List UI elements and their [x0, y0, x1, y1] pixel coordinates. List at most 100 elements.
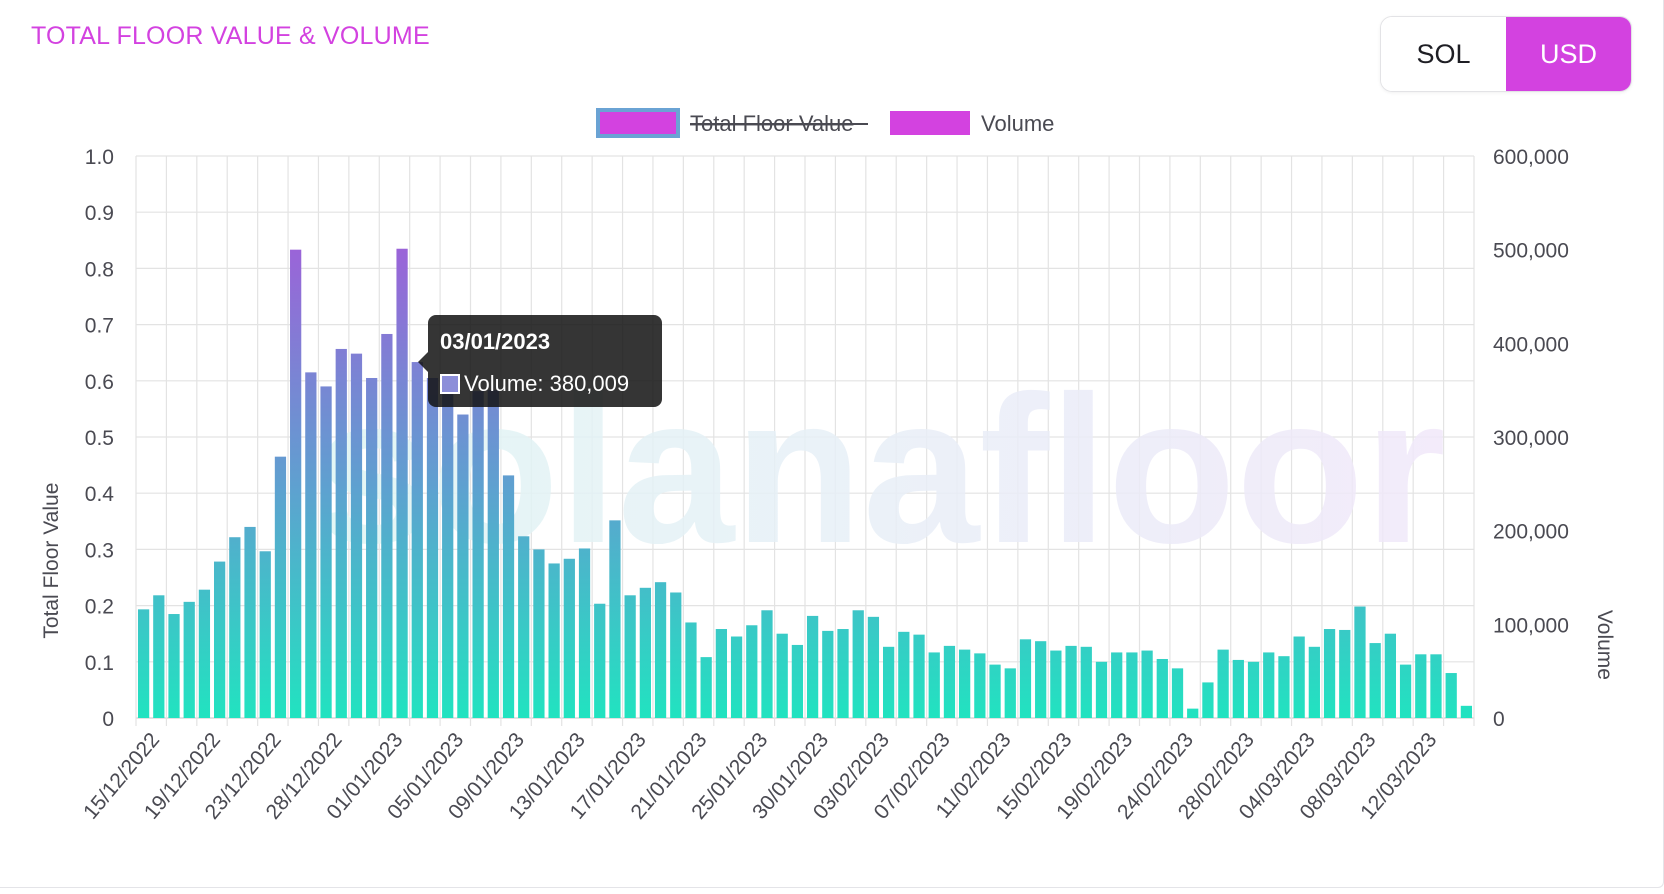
- volume-bar[interactable]: [442, 374, 454, 718]
- volume-bar[interactable]: [1369, 643, 1381, 718]
- volume-bar[interactable]: [928, 652, 940, 718]
- volume-bar[interactable]: [1217, 649, 1229, 718]
- volume-bar[interactable]: [168, 614, 180, 718]
- volume-bar[interactable]: [1263, 652, 1275, 718]
- volume-bar[interactable]: [335, 348, 347, 718]
- y-right-tick-label: 200,000: [1493, 521, 1569, 544]
- volume-bar[interactable]: [806, 615, 819, 718]
- volume-bar[interactable]: [1171, 668, 1184, 718]
- volume-bar[interactable]: [518, 536, 530, 718]
- volume-bar[interactable]: [1187, 708, 1199, 718]
- volume-bar[interactable]: [1004, 668, 1016, 718]
- volume-bar[interactable]: [350, 353, 363, 718]
- volume-bar[interactable]: [1247, 661, 1260, 718]
- volume-bar[interactable]: [1430, 654, 1442, 718]
- volume-bar[interactable]: [1460, 705, 1473, 718]
- volume-bar[interactable]: [563, 558, 575, 718]
- volume-bar[interactable]: [396, 248, 408, 719]
- y-left-axis-title: Total Floor Value: [40, 483, 63, 639]
- volume-bar[interactable]: [730, 636, 743, 718]
- volume-bar[interactable]: [1445, 673, 1457, 718]
- volume-bar[interactable]: [533, 549, 545, 718]
- volume-bar[interactable]: [290, 249, 302, 719]
- volume-bar[interactable]: [229, 537, 241, 718]
- volume-bar[interactable]: [639, 587, 651, 718]
- volume-bar[interactable]: [700, 657, 712, 718]
- volume-bar[interactable]: [1050, 650, 1062, 718]
- volume-bar[interactable]: [1415, 654, 1427, 718]
- currency-toggle[interactable]: SOL USD: [1380, 16, 1632, 92]
- legend-label-volume[interactable]: Volume: [981, 111, 1054, 136]
- volume-bar[interactable]: [1323, 629, 1336, 718]
- usd-toggle-button[interactable]: USD: [1506, 17, 1631, 91]
- legend-swatch-volume[interactable]: [890, 111, 970, 135]
- volume-bar[interactable]: [1308, 646, 1320, 718]
- volume-bar[interactable]: [548, 563, 560, 718]
- volume-bar[interactable]: [1278, 656, 1290, 718]
- volume-bar[interactable]: [791, 644, 804, 718]
- y-left-tick-label: 0.6: [85, 371, 114, 394]
- volume-bar[interactable]: [1384, 633, 1396, 718]
- volume-bar[interactable]: [654, 582, 667, 718]
- volume-bar[interactable]: [867, 616, 880, 718]
- volume-bar[interactable]: [137, 609, 150, 718]
- y-right-tick-label: 0: [1493, 708, 1505, 731]
- volume-bar[interactable]: [198, 589, 211, 718]
- volume-bar[interactable]: [411, 362, 423, 718]
- volume-bar[interactable]: [594, 603, 606, 718]
- volume-bar[interactable]: [381, 333, 393, 718]
- volume-bar[interactable]: [1035, 641, 1047, 718]
- volume-bar[interactable]: [1293, 636, 1305, 718]
- volume-bar[interactable]: [244, 526, 256, 718]
- volume-bar[interactable]: [153, 595, 165, 718]
- volume-bar[interactable]: [457, 414, 469, 718]
- volume-bar[interactable]: [943, 645, 956, 718]
- volume-bar[interactable]: [259, 551, 271, 718]
- volume-bar[interactable]: [274, 456, 287, 718]
- y-left-tick-label: 0.5: [85, 427, 114, 450]
- volume-bar[interactable]: [1399, 664, 1412, 718]
- volume-bar[interactable]: [305, 372, 317, 718]
- volume-bar[interactable]: [776, 633, 788, 718]
- volume-bar[interactable]: [1156, 658, 1168, 718]
- volume-bar[interactable]: [1019, 639, 1032, 718]
- volume-bar[interactable]: [898, 631, 910, 718]
- volume-bar[interactable]: [974, 653, 986, 718]
- volume-bar[interactable]: [913, 634, 925, 718]
- volume-bar[interactable]: [822, 630, 834, 718]
- volume-bar[interactable]: [1232, 659, 1244, 718]
- legend-swatch-total-floor-value[interactable]: [596, 108, 680, 138]
- volume-bar[interactable]: [1095, 661, 1108, 718]
- volume-bar[interactable]: [715, 629, 727, 718]
- volume-bar[interactable]: [1354, 606, 1366, 718]
- volume-bar[interactable]: [624, 595, 636, 718]
- volume-bar[interactable]: [989, 664, 1001, 718]
- volume-bar[interactable]: [1126, 652, 1138, 718]
- volume-bar[interactable]: [609, 520, 621, 718]
- volume-bar[interactable]: [837, 629, 849, 718]
- volume-bar[interactable]: [1141, 650, 1153, 718]
- volume-bar[interactable]: [1339, 629, 1351, 718]
- volume-bar[interactable]: [670, 592, 682, 718]
- volume-bar[interactable]: [472, 391, 484, 718]
- volume-bar[interactable]: [183, 601, 195, 718]
- volume-bar[interactable]: [852, 610, 864, 718]
- volume-bar[interactable]: [366, 377, 378, 718]
- volume-bar[interactable]: [487, 390, 499, 718]
- volume-bar[interactable]: [214, 561, 226, 718]
- volume-bar[interactable]: [761, 610, 773, 718]
- volume-bar[interactable]: [502, 475, 515, 718]
- volume-bar[interactable]: [578, 548, 591, 718]
- volume-bar[interactable]: [1202, 682, 1214, 718]
- volume-bar[interactable]: [746, 625, 758, 718]
- volume-bar[interactable]: [1111, 652, 1123, 718]
- sol-toggle-button[interactable]: SOL: [1381, 17, 1506, 91]
- volume-bar[interactable]: [320, 386, 332, 718]
- volume-bar[interactable]: [959, 649, 971, 718]
- volume-bar[interactable]: [1065, 645, 1077, 718]
- volume-bar[interactable]: [883, 646, 895, 718]
- volume-bar[interactable]: [1080, 646, 1092, 718]
- y-left-tick-label: 0.9: [85, 202, 114, 225]
- volume-bar[interactable]: [426, 377, 439, 718]
- volume-bar[interactable]: [685, 622, 697, 718]
